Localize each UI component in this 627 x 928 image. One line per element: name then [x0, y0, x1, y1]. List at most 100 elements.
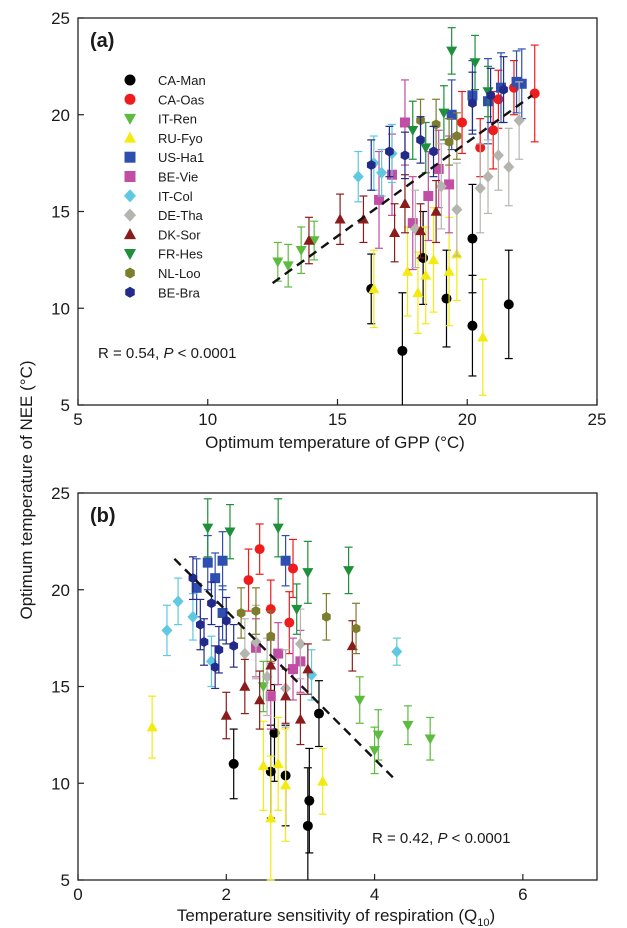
a-point-ru-fyo	[420, 269, 432, 280]
a-point-ca-man	[467, 320, 478, 331]
a-point-fr-hes	[446, 46, 458, 57]
a-y-tick-label: 5	[61, 396, 70, 415]
a-point-de-tha	[482, 170, 494, 183]
a-point-fr-hes	[438, 108, 450, 119]
b-point-us-ha1	[210, 573, 221, 584]
a-point-be-bra	[468, 98, 477, 109]
b-point-fr-hes	[224, 527, 236, 538]
a-point-nl-loo	[444, 136, 454, 147]
legend-label-nl-loo: NL-Loo	[158, 266, 201, 281]
b-point-us-ha1	[217, 607, 228, 618]
a-point-be-vie	[399, 117, 410, 128]
b-point-it-col	[172, 595, 184, 608]
a-point-ru-fyo	[428, 254, 440, 265]
b-point-dk-sor	[254, 694, 266, 705]
b-point-de-tha	[261, 670, 273, 683]
b-point-ru-fyo	[272, 758, 284, 769]
b-point-ru-fyo	[280, 779, 292, 790]
a-point-de-tha	[492, 149, 504, 162]
legend-marker-de-tha	[123, 208, 137, 222]
a-point-nl-loo	[452, 131, 462, 142]
b-point-fr-hes	[202, 523, 214, 534]
a-point-be-vie	[407, 218, 418, 229]
b-point-ru-fyo	[317, 775, 329, 786]
a-point-us-ha1	[516, 78, 527, 89]
legend-marker-ru-fyo	[123, 131, 137, 143]
a-x-tick-label: 15	[328, 410, 347, 429]
panel-b-axes: 0 2 4 6 5 10 15 20 25	[51, 484, 528, 904]
legend-label-be-bra: BE-Bra	[158, 285, 201, 300]
a-point-it-ren	[272, 257, 284, 268]
legend-marker-us-ha1	[124, 151, 136, 163]
a-point-it-ren	[308, 236, 320, 247]
b-point-it-ren	[372, 730, 384, 741]
a-point-it-col	[376, 166, 388, 179]
a-point-be-bra	[400, 150, 410, 161]
legend-label-ca-man: CA-Man	[158, 73, 206, 88]
b-point-it-ren	[402, 720, 414, 731]
b-y-tick-label: 20	[51, 581, 70, 600]
a-y-tick-label: 20	[51, 106, 70, 125]
a-point-be-bra	[416, 134, 425, 145]
a-point-be-bra	[385, 146, 394, 157]
a-point-de-tha	[451, 203, 463, 216]
legend-marker-be-vie	[124, 171, 136, 182]
panel-a-label: (a)	[90, 30, 114, 52]
a-x-tick-label: 5	[73, 410, 82, 429]
legend-label-fr-hes: FR-Hes	[158, 247, 203, 262]
legend-marker-be-bra	[125, 286, 135, 298]
b-y-tick-label: 10	[51, 774, 70, 793]
b-point-fr-hes	[302, 568, 314, 579]
panel-a-x-axis-label: Optimum temperature of GPP (°C)	[205, 433, 465, 452]
b-y-tick-label: 25	[51, 484, 70, 503]
a-point-be-bra	[366, 160, 376, 171]
b-x-tick-label: 2	[222, 885, 231, 904]
a-x-tick-label: 25	[588, 410, 607, 429]
a-point-dk-sor	[389, 227, 401, 238]
panel-a: (a) CA-Man CA-Oas IT-Ren RU-Fyo US-Ha1 BE-Vie…	[51, 9, 606, 452]
a-point-ca-oas	[457, 117, 468, 128]
legend: CA-Man CA-Oas IT-Ren RU-Fyo US-Ha1 BE-Vie IT-C…	[123, 73, 206, 300]
a-point-it-ren	[295, 245, 307, 256]
legend-label-de-tha: DE-Tha	[158, 208, 204, 223]
b-point-it-col	[187, 610, 199, 623]
a-point-be-vie	[374, 194, 385, 205]
legend-marker-nl-loo	[125, 267, 135, 279]
a-point-ru-fyo	[368, 283, 380, 294]
a-point-de-tha	[503, 160, 515, 173]
a-point-ru-fyo	[402, 265, 414, 276]
b-point-ru-fyo	[146, 721, 158, 732]
a-x-tick-label: 20	[458, 410, 477, 429]
b-point-dk-sor	[302, 663, 314, 674]
panel-b-frame	[77, 492, 598, 881]
b-point-ca-man	[313, 708, 324, 719]
b-point-ru-fyo	[257, 760, 269, 771]
b-point-fr-hes	[272, 523, 284, 534]
b-point-ca-oas	[288, 563, 299, 574]
a-x-tick-label: 10	[198, 410, 217, 429]
b-point-be-vie	[273, 648, 284, 659]
a-point-dk-sor	[334, 213, 346, 224]
a-point-ru-fyo	[412, 287, 424, 298]
panel-b-stat: R = 0.42, P < 0.0001	[372, 830, 510, 847]
b-point-it-ren	[424, 734, 436, 745]
b-y-tick-label: 15	[51, 678, 70, 697]
a-point-be-bra	[499, 84, 508, 95]
b-point-us-ha1	[202, 557, 213, 568]
b-point-dk-sor	[265, 659, 277, 670]
b-point-it-col	[391, 645, 403, 658]
b-point-be-bra	[229, 640, 239, 651]
a-point-dk-sor	[303, 234, 315, 245]
panel-a-axes: 5 10 15 20 25 5 10 15 20 25	[51, 9, 606, 429]
legend-marker-ca-oas	[124, 93, 136, 105]
b-point-it-ren	[369, 746, 381, 757]
a-point-be-bra	[486, 90, 495, 101]
a-point-fr-hes	[420, 143, 432, 154]
b-point-be-bra	[221, 615, 231, 626]
a-point-dk-sor	[415, 225, 427, 236]
a-point-us-ha1	[446, 109, 457, 120]
a-point-fr-hes	[407, 125, 419, 136]
b-point-be-bra	[196, 619, 205, 630]
b-y-tick-label: 5	[61, 871, 70, 890]
